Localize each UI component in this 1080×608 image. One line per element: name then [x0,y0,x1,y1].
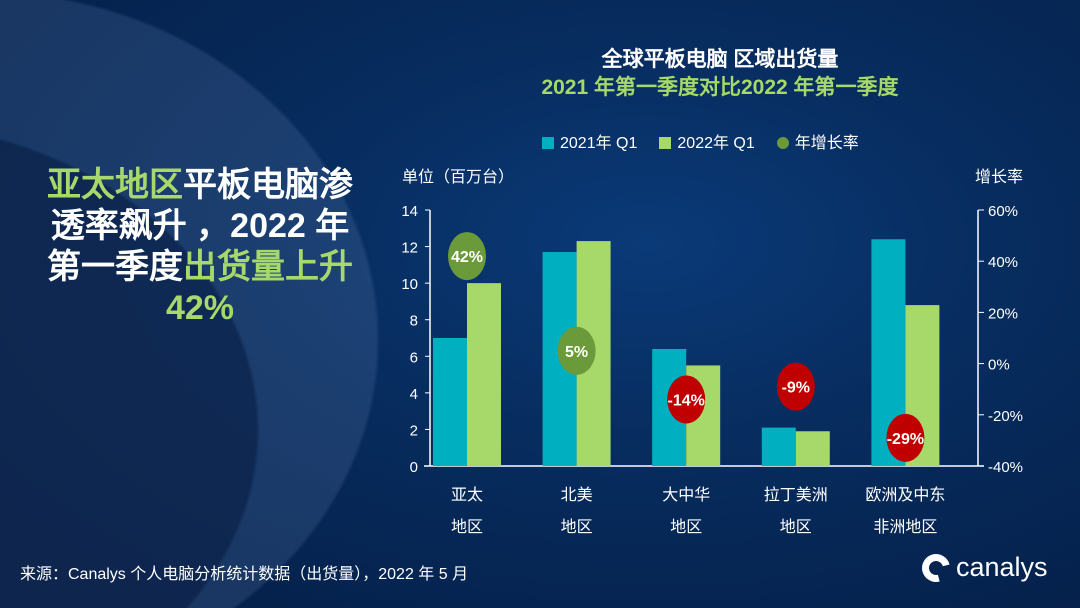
y-tick-label: 14 [401,203,418,220]
growth-bubble [776,362,815,411]
y2-tick-label: 0% [988,357,1010,374]
bar-2022 [467,283,501,466]
bar-2022 [795,431,830,466]
y-tick-label: 10 [401,276,418,293]
x-tick-label: 欧洲及中东 [865,486,945,504]
y2-tick-label: -20% [988,408,1023,425]
x-tick-label: 非洲地区 [873,518,937,536]
x-tick-label: 大中华 [662,486,710,504]
x-tick-label: 地区 [451,518,483,536]
x-tick-label: 亚太 [451,486,483,504]
growth-bubble [557,326,596,375]
y-tick-label: 8 [410,313,418,330]
x-tick-label: 北美 [561,486,593,504]
y2-tick-label: 60% [988,203,1018,220]
y-tick-label: 12 [401,240,418,257]
x-tick-label: 地区 [780,518,812,536]
growth-label: -14% [668,392,705,409]
y2-tick-label: -40% [988,459,1023,476]
growth-bubble [448,232,486,281]
canalys-logo: canalys [916,548,1048,587]
source-note: 来源：Canalys 个人电脑分析统计数据（出货量），2022 年 5 月 [20,566,469,583]
y-tick-label: 0 [410,459,418,476]
growth-label: 5% [565,344,588,361]
growth-label: -29% [887,431,924,448]
bar-2021 [433,338,467,466]
legend-growth: 年增长率 [776,129,859,153]
y-axis-label: 单位（百万台） [402,169,515,186]
chart-title: 全球平板电脑 区域出货量 [601,48,839,71]
y-tick-label: 2 [410,422,418,439]
headline: 亚太地区平板电脑渗透率飙升 ，2022 年第一季度出货量上升 42% [47,166,353,327]
growth-label: -9% [782,380,810,397]
growth-bubble [886,413,925,462]
x-tick-label: 拉丁美洲 [764,486,828,504]
x-tick-label: 地区 [561,518,593,536]
legend-2021: 2021年 Q1 [542,129,637,153]
logo-icon [916,548,956,587]
chart-title-block: 全球平板电脑 区域出货量 2021 年第一季度对比2022 年第一季度 [420,46,1020,102]
legend-2022: 2022年 Q1 [659,129,755,153]
growth-bubble [667,375,706,424]
y2-tick-label: 20% [988,305,1018,322]
y2-tick-label: 40% [988,254,1018,271]
x-tick-label: 地区 [670,518,702,536]
growth-label: 42% [451,249,483,266]
y-tick-label: 6 [410,349,418,366]
y2-axis-label: 增长率 [975,169,1024,186]
legend: 2021年 Q1 2022年 Q1 年增长率 [542,129,859,153]
bar-2021 [761,427,796,466]
chart-subtitle: 2021 年第一季度对比2022 年第一季度 [541,76,899,99]
y-tick-label: 4 [410,386,418,403]
